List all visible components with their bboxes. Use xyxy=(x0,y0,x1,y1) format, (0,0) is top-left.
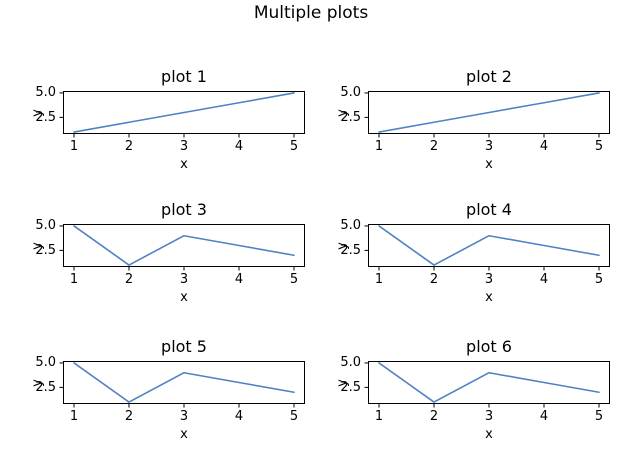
x-axis-label: x xyxy=(180,290,188,305)
x-axis-label: x xyxy=(485,157,493,172)
plot-line xyxy=(73,362,295,403)
subplot-4: plot 4 2.5 5.0 1 2 3 4 5 x y xyxy=(318,200,616,309)
y-axis-label: y xyxy=(30,108,45,117)
y-tick-label: 2.5 xyxy=(35,109,56,125)
x-tick-label: 2 xyxy=(429,409,439,424)
x-tick-label: 1 xyxy=(69,409,79,424)
x-tick-label: 5 xyxy=(289,272,299,287)
x-tick-label: 1 xyxy=(69,272,79,287)
axes-svg xyxy=(59,224,305,271)
x-tick-label: 4 xyxy=(539,139,549,154)
x-tick-label: 5 xyxy=(289,409,299,424)
axes-spine xyxy=(368,224,610,267)
x-tick-label: 3 xyxy=(484,272,494,287)
x-tick-label: 1 xyxy=(69,139,79,154)
y-tick-label: 5.0 xyxy=(35,355,56,371)
y-tick-label: 2.5 xyxy=(35,242,56,258)
y-tick-label: 2.5 xyxy=(340,379,361,395)
x-tick-label: 4 xyxy=(234,409,244,424)
axes-spine xyxy=(63,91,305,134)
x-tick-label: 2 xyxy=(124,139,134,154)
subplot-title: plot 1 xyxy=(161,67,207,86)
x-tick-label: 5 xyxy=(289,139,299,154)
plot-line xyxy=(378,362,600,403)
x-tick-label: 4 xyxy=(234,272,244,287)
y-axis-label: y xyxy=(30,378,45,387)
x-tick-label: 2 xyxy=(124,409,134,424)
y-axis-label: y xyxy=(335,108,350,117)
y-tick-label: 2.5 xyxy=(340,242,361,258)
y-tick-label: 2.5 xyxy=(340,109,361,125)
y-tick-label: 5.0 xyxy=(340,218,361,234)
y-tick-label: 2.5 xyxy=(35,379,56,395)
figure-title: Multiple plots xyxy=(253,3,369,23)
x-tick-label: 3 xyxy=(179,139,189,154)
axes-spine xyxy=(368,91,610,134)
x-tick-label: 3 xyxy=(179,272,189,287)
x-tick-label: 5 xyxy=(594,272,604,287)
axes-svg xyxy=(364,91,610,138)
x-tick-label: 4 xyxy=(539,409,549,424)
x-tick-label: 4 xyxy=(539,272,549,287)
axes-svg xyxy=(59,91,305,138)
subplot-title: plot 4 xyxy=(466,200,512,219)
axes-svg xyxy=(364,361,610,408)
axes-spine xyxy=(63,361,305,404)
y-tick-label: 5.0 xyxy=(35,85,56,101)
subplot-3: plot 3 2.5 5.0 1 2 3 4 5 x y xyxy=(13,200,311,309)
x-tick-label: 2 xyxy=(429,139,439,154)
x-tick-label: 1 xyxy=(374,272,384,287)
y-tick-label: 5.0 xyxy=(35,218,56,234)
x-tick-label: 4 xyxy=(234,139,244,154)
x-tick-label: 2 xyxy=(429,272,439,287)
plot-line xyxy=(378,225,600,266)
x-tick-label: 5 xyxy=(594,409,604,424)
x-axis-label: x xyxy=(180,157,188,172)
x-tick-label: 3 xyxy=(484,139,494,154)
axes-spine xyxy=(63,224,305,267)
plot-line xyxy=(73,225,295,266)
plot-line xyxy=(73,92,295,133)
x-tick-label: 3 xyxy=(179,409,189,424)
subplot-5: plot 5 2.5 5.0 1 2 3 4 5 x y xyxy=(13,337,311,446)
x-tick-label: 5 xyxy=(594,139,604,154)
subplot-2: plot 2 2.5 5.0 1 2 3 4 5 x y xyxy=(318,67,616,176)
y-axis-label: y xyxy=(30,241,45,250)
subplot-1: plot 1 2.5 5.0 1 2 3 4 5 x y xyxy=(13,67,311,176)
subplot-title: plot 2 xyxy=(466,67,512,86)
y-tick-label: 5.0 xyxy=(340,355,361,371)
x-axis-label: x xyxy=(180,427,188,442)
axes-spine xyxy=(368,361,610,404)
subplot-6: plot 6 2.5 5.0 1 2 3 4 5 x y xyxy=(318,337,616,446)
subplot-title: plot 3 xyxy=(161,200,207,219)
subplot-title: plot 5 xyxy=(161,337,207,356)
y-tick-label: 5.0 xyxy=(340,85,361,101)
axes-svg xyxy=(59,361,305,408)
plot-line xyxy=(378,92,600,133)
y-axis-label: y xyxy=(335,378,350,387)
x-tick-label: 1 xyxy=(374,139,384,154)
subplot-title: plot 6 xyxy=(466,337,512,356)
x-axis-label: x xyxy=(485,427,493,442)
axes-svg xyxy=(364,224,610,271)
x-tick-label: 1 xyxy=(374,409,384,424)
x-tick-label: 2 xyxy=(124,272,134,287)
y-axis-label: y xyxy=(335,241,350,250)
x-axis-label: x xyxy=(485,290,493,305)
x-tick-label: 3 xyxy=(484,409,494,424)
